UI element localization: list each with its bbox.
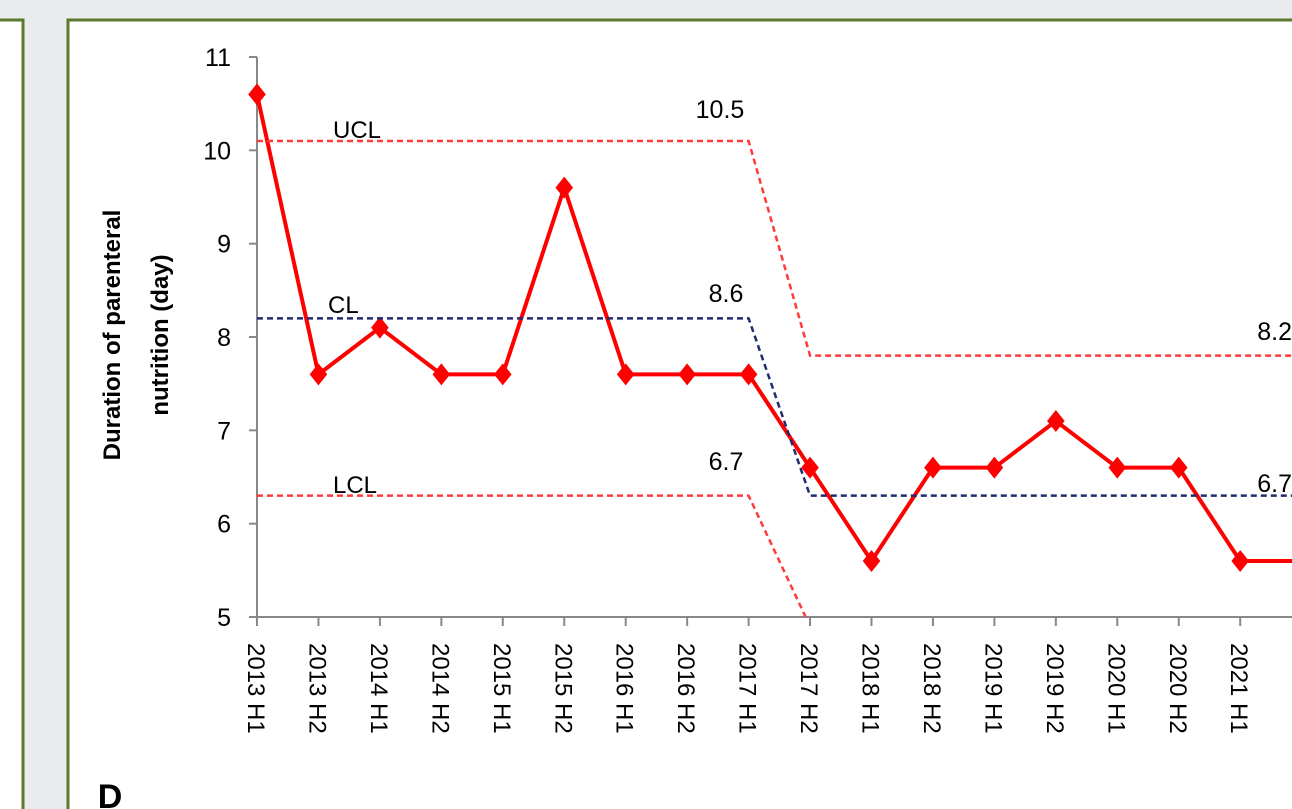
annotation: 8.2 <box>1257 318 1292 346</box>
side-panel <box>0 18 25 809</box>
x-tick-label: 2014 H1 <box>365 643 392 734</box>
marker <box>1047 410 1065 432</box>
data-line <box>255 93 1292 565</box>
marker <box>801 456 819 479</box>
marker <box>678 363 696 386</box>
marker <box>739 363 758 386</box>
x-tick-label: 2019 H1 <box>979 643 1006 734</box>
control-line <box>257 494 808 617</box>
y-tick-label: 9 <box>217 231 231 259</box>
x-tick-label: 2021 H2 <box>1287 643 1292 734</box>
y-tick-label: 5 <box>217 604 231 632</box>
y-tick-label: 10 <box>203 137 231 165</box>
x-tick-label: 2016 H2 <box>672 643 699 734</box>
annotation: 6.7 <box>1257 470 1292 498</box>
series-label: LCL <box>333 472 377 499</box>
annotation: 8.6 <box>709 280 744 308</box>
x-tick-label: 2015 H2 <box>549 643 576 734</box>
y-tick-label: 6 <box>217 511 231 539</box>
marker <box>1169 456 1188 479</box>
x-tick-label: 2019 H2 <box>1041 643 1068 734</box>
marker <box>555 176 574 199</box>
x-tick-label: 2013 H1 <box>242 643 269 734</box>
marker <box>862 550 881 572</box>
series-label: UCL <box>333 117 381 144</box>
marker <box>616 363 635 386</box>
control-line <box>257 139 1292 357</box>
marker <box>1108 456 1127 479</box>
y-tick-label: 8 <box>217 324 231 352</box>
marker <box>309 363 328 386</box>
marker <box>924 456 942 479</box>
x-tick-label: 2020 H1 <box>1102 643 1129 734</box>
x-tick-label: 2014 H2 <box>426 643 453 734</box>
marker <box>494 363 512 386</box>
y-tick-label: 11 <box>205 44 231 72</box>
x-tick-label: 2018 H2 <box>918 643 945 734</box>
marker <box>985 456 1004 479</box>
marker <box>248 83 266 106</box>
x-tick-label: 2015 H1 <box>488 643 515 734</box>
y-axis-label: Duration of parenteral <box>99 210 126 461</box>
x-tick-label: 2021 H1 <box>1225 643 1252 734</box>
control-line <box>257 317 1292 497</box>
marker <box>1231 550 1249 572</box>
annotation: 10.5 <box>696 96 745 124</box>
marker <box>432 363 451 386</box>
annotation: 6.7 <box>709 448 744 476</box>
x-tick-label: 2020 H2 <box>1164 643 1191 734</box>
x-tick-label: 2013 H2 <box>303 643 330 734</box>
y-axis-label: nutrition (day) <box>147 254 174 415</box>
chart-panel <box>66 18 1292 809</box>
x-tick-label: 2016 H1 <box>611 643 638 734</box>
marker <box>371 316 389 339</box>
series-label: CL <box>328 292 359 319</box>
y-tick-label: 7 <box>217 417 231 445</box>
panel-label: D <box>98 778 123 809</box>
plot-area <box>248 83 1292 617</box>
x-tick-label: 2018 H1 <box>857 643 884 734</box>
x-tick-label: 2017 H1 <box>734 643 761 734</box>
x-tick-label: 2017 H2 <box>795 643 822 734</box>
